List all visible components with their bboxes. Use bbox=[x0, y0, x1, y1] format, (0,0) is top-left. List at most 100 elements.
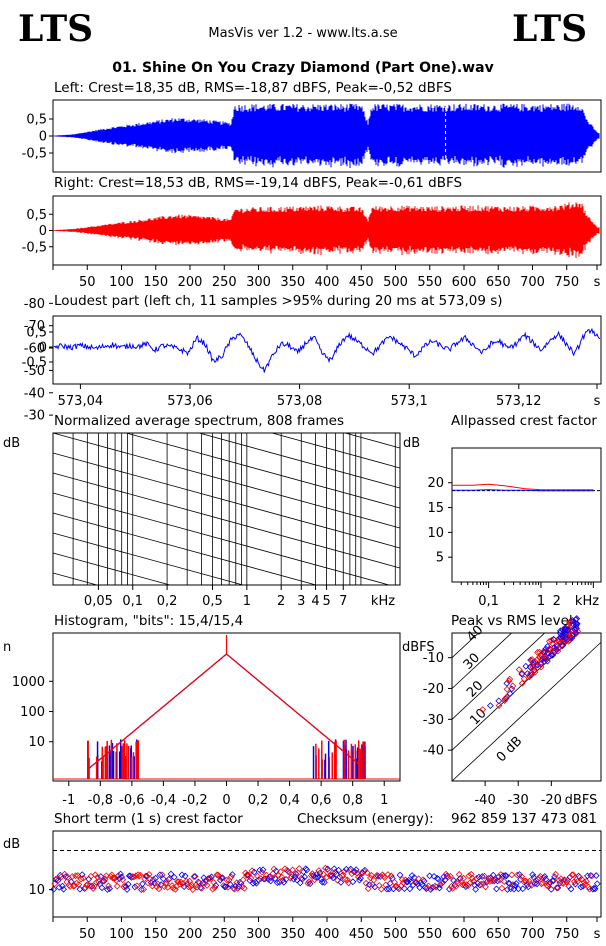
shortcrest-point bbox=[536, 872, 544, 880]
shortcrest-point bbox=[201, 880, 209, 887]
left-waveform-ytick-label: -0,5 bbox=[22, 147, 47, 162]
spectrum-xtick-label: 7 bbox=[339, 594, 347, 609]
spectrum-slope bbox=[343, 433, 400, 449]
shortcrest-point bbox=[401, 885, 408, 893]
spectrum-frame bbox=[52, 432, 401, 586]
shortcrest-ylabel: dB bbox=[3, 837, 20, 852]
shortcrest-point bbox=[571, 880, 579, 888]
peakrms-point bbox=[508, 685, 516, 693]
shortcrest-xtick-label: 150 bbox=[143, 927, 168, 942]
loudest-ytick-label: -0,5 bbox=[22, 356, 47, 371]
shortcrest-point bbox=[337, 878, 345, 886]
peakrms-diagonal-label: 10 bbox=[467, 706, 489, 728]
shortcrest-point bbox=[228, 871, 236, 878]
shortcrest-point bbox=[460, 874, 467, 882]
shortcrest-point bbox=[321, 879, 328, 886]
histogram-ytick-label: 10 bbox=[28, 735, 45, 750]
shortcrest-point bbox=[123, 886, 131, 893]
spectrum-slope bbox=[124, 433, 400, 509]
spectrum-ytick-label: -50 bbox=[24, 364, 45, 379]
peakrms-point bbox=[549, 651, 557, 659]
shortcrest-point bbox=[113, 882, 121, 890]
shortcrest-point bbox=[190, 873, 198, 880]
loudest-trace bbox=[53, 327, 601, 373]
crest-ylabel: dB bbox=[403, 436, 420, 451]
shortcrest-point bbox=[169, 884, 177, 892]
histogram-title: Histogram, "bits": 15,4/15,4 bbox=[54, 613, 244, 629]
shortcrest-point bbox=[296, 879, 304, 887]
shortcrest-point bbox=[569, 871, 577, 879]
crest-xtick-label: kHz bbox=[575, 594, 599, 609]
shortcrest-xtick-label: 550 bbox=[417, 927, 442, 942]
shortcrest-point bbox=[139, 880, 146, 888]
shortcrest-point bbox=[303, 866, 311, 874]
peakrms-point bbox=[566, 629, 573, 637]
shortcrest-point bbox=[325, 867, 333, 875]
shortcrest-point bbox=[450, 877, 458, 884]
shortcrest-point bbox=[381, 874, 389, 881]
shortcrest-point bbox=[363, 869, 371, 877]
app-version: MasVis ver 1.2 - www.lts.a.se bbox=[208, 26, 398, 41]
shortcrest-point bbox=[155, 885, 163, 893]
histogram-xtick-label: -0,8 bbox=[88, 793, 113, 808]
shortcrest-point bbox=[200, 874, 208, 882]
shortcrest-xtick-label: 200 bbox=[178, 927, 203, 942]
shortcrest-point bbox=[436, 884, 443, 892]
shortcrest-point bbox=[136, 871, 144, 879]
peakrms-ytick-label: -10 bbox=[423, 651, 444, 666]
shortcrest-point bbox=[327, 871, 335, 879]
spectrum-slope bbox=[53, 613, 400, 708]
crest-xtick-label: 0,1 bbox=[478, 594, 499, 609]
shortcrest-point bbox=[289, 866, 297, 874]
crest-left-trace bbox=[452, 489, 594, 492]
shortcrest-point bbox=[117, 870, 124, 878]
shortcrest-point bbox=[55, 883, 63, 891]
spectrum-ytick-label: -80 bbox=[24, 297, 45, 312]
shortcrest-point bbox=[178, 871, 186, 879]
shortcrest-point bbox=[191, 873, 199, 880]
shortcrest-point bbox=[514, 885, 522, 893]
histogram-xtick-label: 0 bbox=[222, 793, 230, 808]
loudest-xtick-label: 573,12 bbox=[496, 394, 542, 409]
spectrum-xtick-label: 3 bbox=[297, 594, 305, 609]
spectrum-slope bbox=[53, 433, 400, 529]
spectrum-slope bbox=[53, 492, 391, 585]
peakrms-point bbox=[533, 656, 541, 664]
shortcrest-point bbox=[525, 877, 533, 885]
time-tick-label: 450 bbox=[349, 275, 374, 290]
peakrms-point bbox=[564, 626, 572, 634]
checksum-value: 962 859 137 473 081 bbox=[451, 811, 598, 827]
histogram-right-trace bbox=[87, 653, 362, 770]
shortcrest-point bbox=[247, 874, 255, 882]
shortcrest-point bbox=[508, 871, 516, 879]
logo-right: LTS bbox=[512, 8, 588, 50]
shortcrest-point bbox=[546, 878, 554, 886]
shortcrest-point bbox=[98, 884, 106, 892]
left-waveform-path bbox=[53, 103, 600, 168]
shortcrest-xtick-label: 500 bbox=[383, 927, 408, 942]
peakrms-point bbox=[553, 646, 560, 654]
right-waveform-ytick-label: 0 bbox=[39, 224, 47, 239]
shortcrest-point bbox=[406, 885, 414, 893]
time-tick-label: 650 bbox=[486, 275, 511, 290]
shortcrest-point bbox=[384, 871, 392, 878]
peakrms-point bbox=[544, 657, 551, 665]
shortcrest-point bbox=[70, 882, 77, 890]
peakrms-point bbox=[503, 679, 511, 687]
peakrms-point bbox=[526, 663, 534, 671]
peakrms-point bbox=[570, 621, 578, 629]
shortcrest-point bbox=[385, 885, 393, 893]
shortcrest-point bbox=[59, 882, 66, 890]
shortcrest-point bbox=[426, 872, 434, 880]
shortcrest-point bbox=[244, 871, 252, 879]
histogram-ylabel: n bbox=[3, 640, 11, 655]
shortcrest-point bbox=[212, 881, 220, 889]
spectrum-slope bbox=[53, 293, 400, 388]
shortcrest-point bbox=[122, 883, 130, 890]
shortcrest-point bbox=[88, 882, 96, 890]
shortcrest-point bbox=[301, 873, 309, 881]
spectrum-left-trace bbox=[55, 315, 398, 413]
right-waveform-ytick-label: -0,5 bbox=[22, 240, 47, 255]
peakrms-point bbox=[559, 633, 567, 641]
shortcrest-points bbox=[50, 864, 601, 894]
